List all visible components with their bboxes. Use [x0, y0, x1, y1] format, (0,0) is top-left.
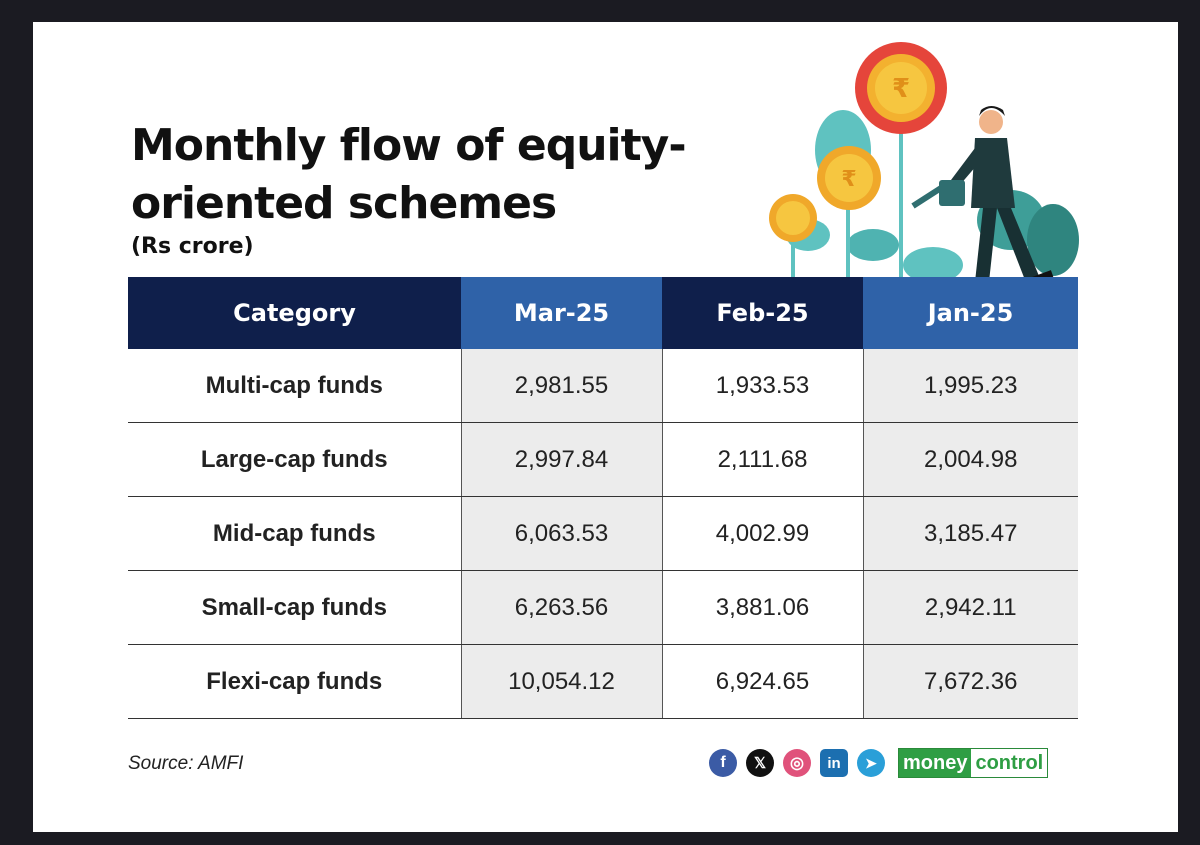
- leaf: [847, 229, 899, 261]
- unit-label: (Rs crore): [131, 234, 254, 259]
- table-row: Flexi-cap funds 10,054.12 6,924.65 7,672…: [128, 644, 1078, 719]
- leaf: [903, 247, 963, 283]
- value-cell-feb-25: 3,881.06: [661, 570, 863, 645]
- table-header-row: Category Mar-25 Feb-25 Jan-25: [128, 277, 1078, 349]
- column-header-feb-25: Feb-25: [662, 277, 863, 349]
- linkedin-icon[interactable]: in: [820, 749, 848, 777]
- category-cell: Multi-cap funds: [128, 349, 461, 423]
- category-cell: Mid-cap funds: [128, 496, 461, 571]
- coin-flower-small: [769, 194, 817, 242]
- investor-illustration: ₹ ₹: [769, 42, 1079, 288]
- fund-flow-table: Category Mar-25 Feb-25 Jan-25 Multi-cap …: [128, 277, 1078, 719]
- watering-can: [939, 180, 965, 206]
- value-cell-jan-25: 2,004.98: [862, 422, 1078, 497]
- svg-text:₹: ₹: [892, 74, 910, 104]
- value-cell-mar-25: 10,054.12: [460, 644, 662, 719]
- value-cell-feb-25: 1,933.53: [661, 349, 863, 423]
- category-cell: Small-cap funds: [128, 570, 461, 645]
- value-cell-jan-25: 7,672.36: [862, 644, 1078, 719]
- value-cell-mar-25: 2,981.55: [460, 349, 662, 423]
- column-header-mar-25: Mar-25: [461, 277, 662, 349]
- x-icon[interactable]: 𝕏: [746, 749, 774, 777]
- value-cell-jan-25: 1,995.23: [862, 349, 1078, 423]
- source-note: Source: AMFI: [128, 753, 244, 774]
- value-cell-mar-25: 6,263.56: [460, 570, 662, 645]
- bush: [1027, 204, 1079, 276]
- logo-part-control: control: [971, 749, 1048, 777]
- column-header-category: Category: [128, 277, 461, 349]
- social-links: f 𝕏 ◎ in ➤ money control: [709, 747, 1049, 779]
- chart-title: Monthly flow of equity-oriented schemes: [131, 120, 687, 229]
- table-row: Small-cap funds 6,263.56 3,881.06 2,942.…: [128, 570, 1078, 645]
- man-figure: [911, 106, 1054, 285]
- table-row: Large-cap funds 2,997.84 2,111.68 2,004.…: [128, 422, 1078, 497]
- telegram-icon[interactable]: ➤: [857, 749, 885, 777]
- table-row: Mid-cap funds 6,063.53 4,002.99 3,185.47: [128, 496, 1078, 571]
- logo-part-money: money: [899, 749, 972, 777]
- coin-flower-medium: ₹: [817, 146, 881, 210]
- category-cell: Flexi-cap funds: [128, 644, 461, 719]
- coin-flower-large: ₹: [855, 42, 947, 134]
- value-cell-mar-25: 2,997.84: [460, 422, 662, 497]
- value-cell-feb-25: 4,002.99: [661, 496, 863, 571]
- infographic-card: Monthly flow of equity-oriented schemes …: [33, 22, 1178, 832]
- value-cell-feb-25: 2,111.68: [661, 422, 863, 497]
- column-header-jan-25: Jan-25: [863, 277, 1078, 349]
- instagram-icon[interactable]: ◎: [783, 749, 811, 777]
- facebook-icon[interactable]: f: [709, 749, 737, 777]
- moneycontrol-logo[interactable]: money control: [898, 748, 1049, 778]
- table-row: Multi-cap funds 2,981.55 1,933.53 1,995.…: [128, 349, 1078, 423]
- svg-text:₹: ₹: [841, 167, 856, 192]
- value-cell-mar-25: 6,063.53: [460, 496, 662, 571]
- value-cell-feb-25: 6,924.65: [661, 644, 863, 719]
- value-cell-jan-25: 3,185.47: [862, 496, 1078, 571]
- value-cell-jan-25: 2,942.11: [862, 570, 1078, 645]
- category-cell: Large-cap funds: [128, 422, 461, 497]
